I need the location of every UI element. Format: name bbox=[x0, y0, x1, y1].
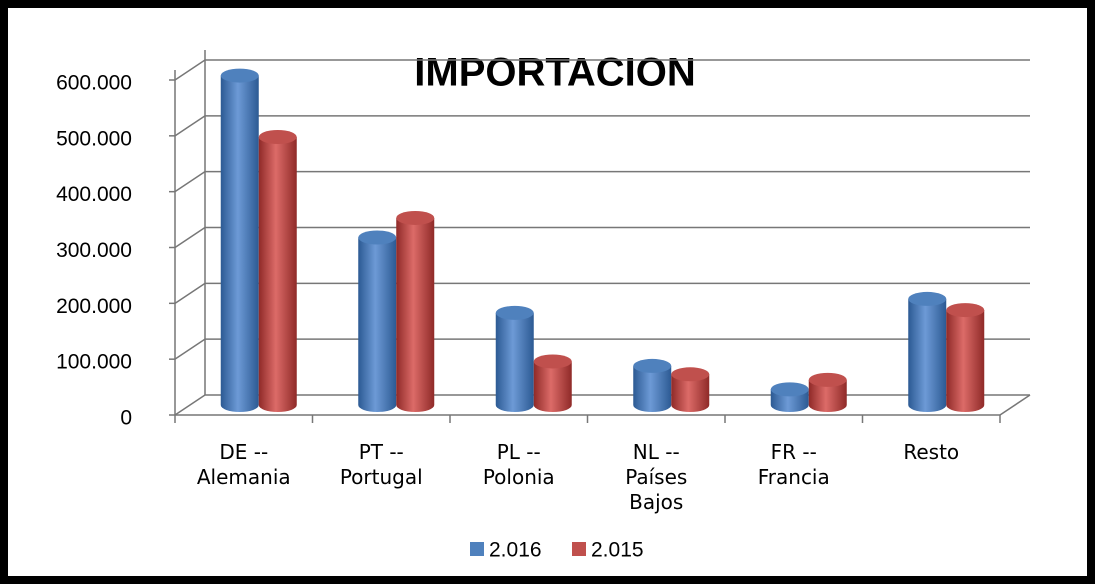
bar bbox=[808, 372, 847, 413]
x-tick-label: Resto bbox=[903, 440, 960, 464]
y-tick-label: 400.000 bbox=[56, 183, 132, 206]
chart-title: IMPORTACION bbox=[414, 51, 695, 95]
legend-swatch bbox=[572, 542, 586, 556]
x-tick-label: NL -- Países Bajos bbox=[625, 440, 688, 514]
bar bbox=[770, 382, 809, 413]
legend-label: 2.015 bbox=[591, 539, 644, 562]
y-tick-label: 300.000 bbox=[56, 239, 132, 262]
bar bbox=[495, 305, 534, 413]
x-tick-label: PL -- Polonia bbox=[482, 440, 555, 489]
x-tick-label: DE -- Alemania bbox=[196, 440, 291, 489]
grid-line bbox=[174, 170, 1030, 193]
grid-line bbox=[174, 394, 1030, 416]
y-tick-label: 200.000 bbox=[56, 295, 132, 318]
bar bbox=[671, 367, 710, 413]
x-tick-label: PT -- Portugal bbox=[339, 440, 423, 489]
grid-line bbox=[174, 115, 1030, 137]
y-tick-label: 500.000 bbox=[56, 127, 132, 150]
grid-line bbox=[174, 338, 1030, 360]
bar bbox=[946, 303, 985, 413]
bar bbox=[258, 130, 297, 413]
bar bbox=[533, 354, 572, 413]
bar bbox=[396, 210, 435, 413]
bar bbox=[220, 68, 259, 413]
y-tick-label: 600.000 bbox=[56, 72, 132, 95]
y-tick-label: 0 bbox=[120, 407, 132, 430]
grid-line bbox=[174, 59, 1030, 81]
x-tick-label: FR -- Francia bbox=[757, 440, 830, 489]
bar bbox=[908, 291, 947, 413]
y-tick-label: 100.000 bbox=[56, 351, 132, 374]
axis-line bbox=[999, 394, 1031, 416]
legend-label: 2.016 bbox=[489, 539, 542, 562]
grid-line bbox=[174, 226, 1030, 249]
bar bbox=[358, 230, 397, 413]
legend-swatch bbox=[470, 542, 484, 556]
bar bbox=[633, 358, 672, 413]
grid-line bbox=[174, 282, 1030, 304]
